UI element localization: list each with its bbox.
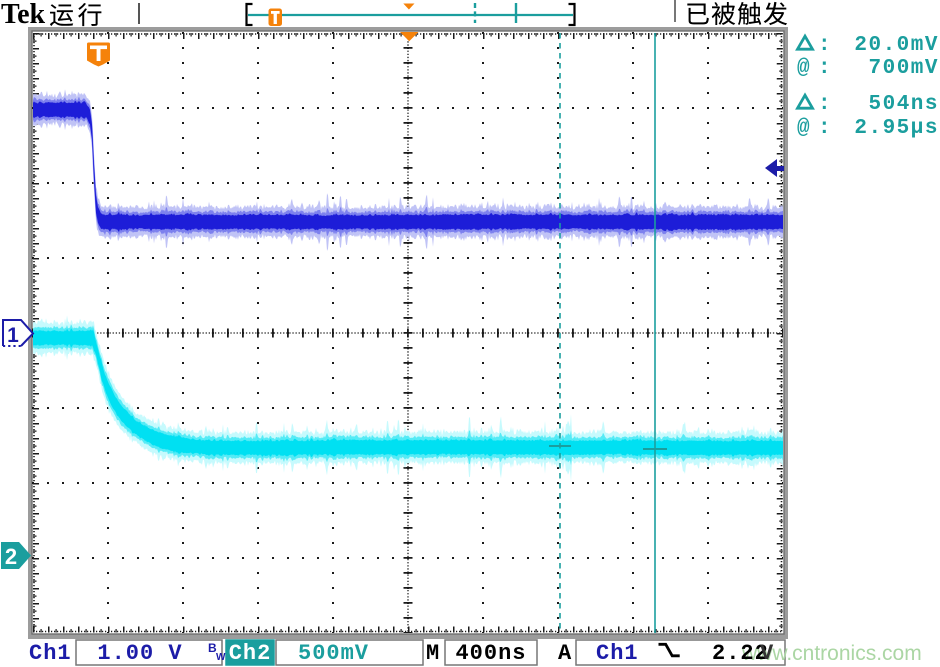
svg-text:20.0mV: 20.0mV [854, 34, 939, 57]
svg-text:www.cntronics.com: www.cntronics.com [741, 642, 922, 665]
svg-text:Ch2: Ch2 [229, 641, 272, 666]
svg-text:2.95µs: 2.95µs [854, 117, 939, 140]
svg-text::: : [818, 57, 832, 80]
svg-text:M: M [426, 641, 440, 666]
svg-text:W: W [216, 652, 226, 663]
svg-text:Ch1: Ch1 [596, 641, 639, 666]
svg-text:2.22: 2.22 [712, 641, 769, 666]
svg-text:1: 1 [7, 324, 19, 347]
svg-text::: : [818, 34, 832, 57]
svg-text:2: 2 [5, 544, 17, 569]
svg-text:B: B [208, 641, 217, 655]
svg-text::: : [818, 117, 832, 140]
svg-text:400ns: 400ns [455, 641, 526, 666]
svg-text:1.00 V: 1.00 V [97, 641, 182, 666]
svg-text:700mV: 700mV [868, 57, 939, 80]
svg-text:A: A [558, 641, 572, 666]
svg-text:Ch1: Ch1 [29, 641, 72, 666]
svg-text:@: @ [797, 57, 811, 80]
svg-text:500mV: 500mV [298, 641, 369, 666]
svg-text:Tek: Tek [1, 0, 46, 30]
svg-text::: : [818, 93, 832, 116]
svg-text:504ns: 504ns [868, 93, 939, 116]
svg-text:V: V [760, 641, 774, 666]
svg-text:@: @ [797, 117, 811, 140]
